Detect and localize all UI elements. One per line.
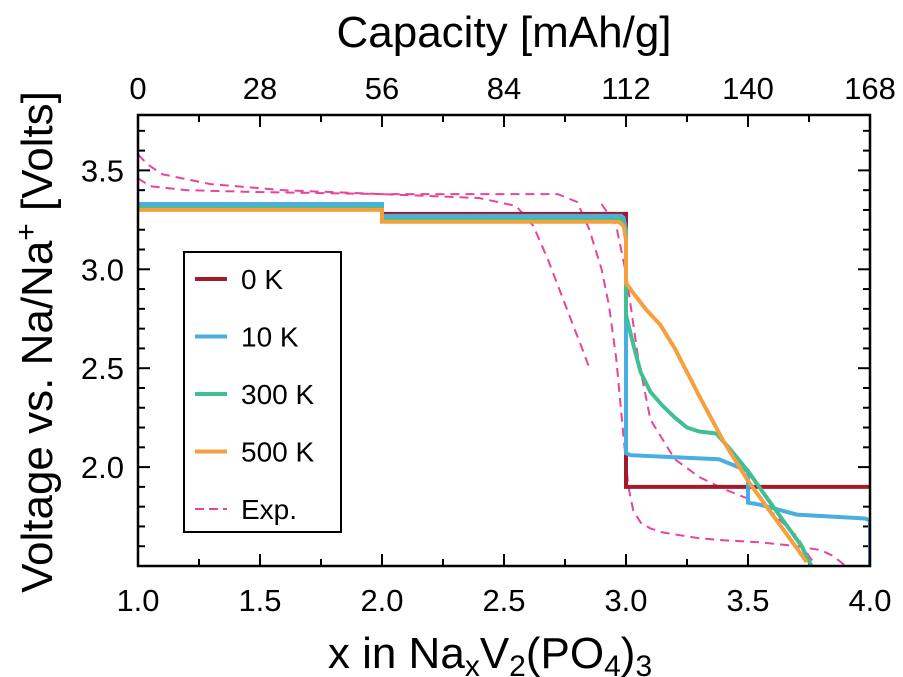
x-tick-label: 2.0 <box>360 583 403 618</box>
y-axis-title: Voltage vs. Na/Na+ [Volts] <box>10 91 62 593</box>
series-layer <box>138 153 870 566</box>
x-tick-label: 2.5 <box>482 583 525 618</box>
legend-label-exp: Exp. <box>241 494 297 525</box>
series-line-300-k <box>138 206 814 566</box>
y-tick-label: 3.0 <box>81 252 124 287</box>
top-tick-label: 0 <box>129 71 146 106</box>
top-tick-label: 84 <box>487 71 521 106</box>
top-axis-title: Capacity [mAh/g] <box>336 8 671 57</box>
series-line-500-k <box>138 207 809 564</box>
top-tick-label: 56 <box>365 71 399 106</box>
top-tick-label: 28 <box>243 71 277 106</box>
y-tick-label: 3.5 <box>81 153 124 188</box>
y-tick-label: 2.0 <box>81 450 124 485</box>
x-axis-title: x in NaxV2(PO4)3 <box>328 629 652 677</box>
series-line-exp <box>138 153 591 369</box>
top-tick-label: 112 <box>601 71 650 106</box>
series-line-exp <box>138 177 848 566</box>
top-tick-label: 168 <box>844 71 896 106</box>
legend-label-0-k: 0 K <box>241 264 283 295</box>
legend-label-500-k: 500 K <box>241 437 314 468</box>
x-tick-label: 1.0 <box>116 583 159 618</box>
y-tick-label: 2.5 <box>81 351 124 386</box>
plot-frame <box>136 113 872 568</box>
x-tick-label: 3.0 <box>604 583 647 618</box>
legend-label-10-k: 10 K <box>241 322 299 353</box>
legend-label-300-k: 300 K <box>241 379 314 410</box>
legend: 0 K 10 K 300 K 500 K Exp. <box>183 251 342 533</box>
x-tick-label: 1.5 <box>238 583 281 618</box>
x-tick-label: 3.5 <box>726 583 769 618</box>
series-line-10-k <box>138 202 870 566</box>
top-tick-label: 140 <box>722 71 774 106</box>
x-tick-label: 4.0 <box>848 583 891 618</box>
tick-labels: 1.0 1.5 2.0 2.5 3.0 3.5 4.0 0 28 56 84 112 140 168 2.0… <box>81 71 896 618</box>
